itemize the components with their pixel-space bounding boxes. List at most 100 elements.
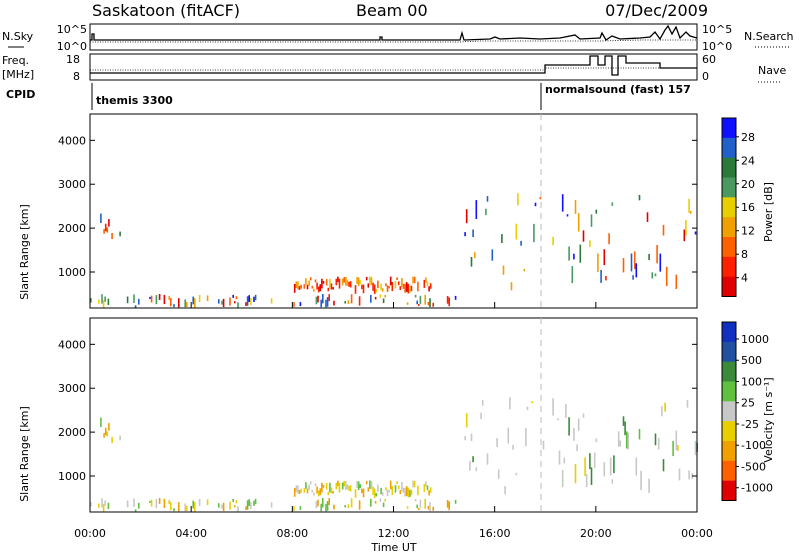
echo-cell <box>221 300 223 305</box>
echo-cell <box>534 202 537 207</box>
echo-cell <box>635 457 638 476</box>
echo-cell <box>319 488 322 496</box>
echo-cell <box>232 294 234 298</box>
echo-cell <box>319 284 322 292</box>
echo-cell <box>630 253 633 272</box>
echo-cell <box>379 294 382 298</box>
echo-cell <box>103 433 105 438</box>
echo-cell <box>424 498 426 509</box>
echo-cell <box>384 295 386 298</box>
echo-cell <box>186 301 188 307</box>
echo-cell <box>303 284 306 289</box>
echo-cell <box>446 296 449 304</box>
echo-cell <box>317 295 319 303</box>
time-axis: 00:00 04:00 08:00 12:00 16:00 20:00 00:00 <box>74 302 713 540</box>
echo-cell <box>218 503 220 508</box>
y-tick-label: 4000 <box>58 338 86 351</box>
echo-cell <box>370 294 372 303</box>
echo-cell <box>101 498 103 508</box>
nsearch-tick-bottom: 10^0 <box>702 40 732 53</box>
echo-cell <box>558 450 561 465</box>
echo-cell <box>322 294 324 304</box>
nave-trace <box>90 67 697 71</box>
echo-cell <box>552 236 554 246</box>
echo-cell <box>417 485 419 496</box>
echo-cell <box>414 498 417 502</box>
echo-cell <box>613 455 615 474</box>
y-tick-label: 3000 <box>58 382 86 395</box>
echo-cell <box>386 285 389 292</box>
echo-cell <box>404 487 406 497</box>
echo-cell <box>396 277 398 280</box>
echo-cell <box>407 283 410 294</box>
colorbar-tick-label: -500 <box>741 460 766 473</box>
echo-cell <box>509 397 511 410</box>
echo-cell <box>425 277 427 283</box>
echo-cell <box>595 209 598 214</box>
echo-cell <box>316 486 318 494</box>
echo-cell <box>448 501 450 511</box>
echo-cell <box>346 280 349 286</box>
echo-cell <box>192 500 194 509</box>
echo-cell <box>427 506 430 510</box>
echo-cell <box>246 296 249 306</box>
echo-cell <box>354 285 357 294</box>
echo-cell <box>414 294 417 298</box>
date-title: 07/Dec/2009 <box>605 1 708 20</box>
echo-cell <box>405 282 408 292</box>
echo-cell <box>297 281 299 290</box>
power-echoes <box>90 193 697 308</box>
echo-cell <box>309 277 312 281</box>
echo-cell <box>372 486 374 495</box>
echo-cell <box>369 276 371 285</box>
echo-cell <box>632 275 634 280</box>
echo-cell <box>552 398 554 416</box>
echo-cell <box>577 213 580 232</box>
echo-cell <box>119 231 121 237</box>
power-panel: Slant Range [km] 1000 2000 3000 4000 28 24 20… <box>18 113 775 309</box>
freq-tick-top: 18 <box>66 53 80 66</box>
echo-cell <box>322 498 324 508</box>
echo-cell <box>149 500 151 503</box>
colorbar-tick-label: 28 <box>741 131 755 144</box>
colorbar-tick-label: -100 <box>741 439 766 452</box>
nsky-frame <box>89 23 698 51</box>
y-tick-label: 1000 <box>58 266 86 279</box>
echo-cell <box>418 304 420 306</box>
echo-cell <box>308 484 310 490</box>
echo-cell <box>409 285 411 293</box>
nsearch-label: N.Search <box>744 30 794 43</box>
y-tick-label: 3000 <box>58 178 86 191</box>
echo-cell <box>568 417 570 436</box>
echo-cell <box>254 498 257 505</box>
echo-cell <box>625 431 628 449</box>
echo-cell <box>384 499 386 502</box>
echo-cell <box>232 498 234 502</box>
echo-cell <box>333 504 335 510</box>
echo-cell <box>617 431 620 447</box>
echo-cell <box>531 401 534 404</box>
echo-cell <box>315 500 318 509</box>
echo-cell <box>102 300 105 308</box>
echo-cell <box>349 485 352 492</box>
x-tick-label: 12:00 <box>378 527 410 540</box>
colorbar-swatch <box>722 460 736 482</box>
echo-cell <box>428 490 430 496</box>
echo-cell <box>573 253 575 260</box>
echo-cell <box>566 214 569 217</box>
power-ylabel: Slant Range [km] <box>18 204 31 300</box>
echo-cell <box>406 506 409 509</box>
echo-cell <box>126 296 129 304</box>
echo-cell <box>194 298 196 308</box>
colorbar-tick-label: 20 <box>741 178 755 191</box>
echo-cell <box>325 299 327 308</box>
echo-cell <box>603 462 606 477</box>
echo-cell <box>473 252 476 259</box>
echo-cell <box>597 253 599 272</box>
echo-cell <box>417 281 419 292</box>
echo-cell <box>446 500 449 508</box>
echo-cell <box>362 488 365 498</box>
echo-cell <box>406 302 409 305</box>
echo-cell <box>337 480 339 487</box>
freq-panel: Freq. [MHz] 18 8 60 0 Nave <box>2 53 786 83</box>
